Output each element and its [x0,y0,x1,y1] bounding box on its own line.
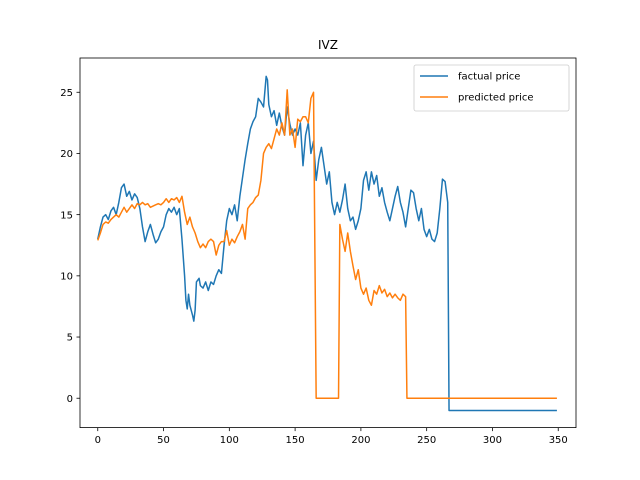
chart-title: IVZ [318,38,338,52]
y-tick-label: 10 [60,271,73,282]
x-tick-label: 350 [549,435,568,446]
legend: factual price predicted price [413,64,570,112]
tick-layer: 0 50 100 150 200 250 300 350 0 5 10 15 20 25 [60,88,568,446]
x-tick-label: 200 [351,435,370,446]
y-tick-label: 0 [67,394,73,405]
series-line-1 [97,75,557,412]
y-tick-label: 25 [60,88,73,99]
y-tick-label: 20 [60,149,73,160]
x-tick-label: 100 [220,435,239,446]
series-layer [97,75,557,412]
y-tick-label: 5 [67,333,73,344]
series-line-2 [97,89,557,399]
x-tick-label: 150 [286,435,305,446]
plot-frame [79,57,577,429]
legend-label-2: predicted price [458,93,534,104]
x-tick-label: 250 [417,435,436,446]
legend-box [413,64,570,112]
x-tick-label: 50 [157,435,170,446]
x-tick-label: 300 [483,435,502,446]
y-tick-label: 15 [60,210,73,221]
legend-label-1: factual price [458,72,520,83]
x-tick-label: 0 [95,435,101,446]
